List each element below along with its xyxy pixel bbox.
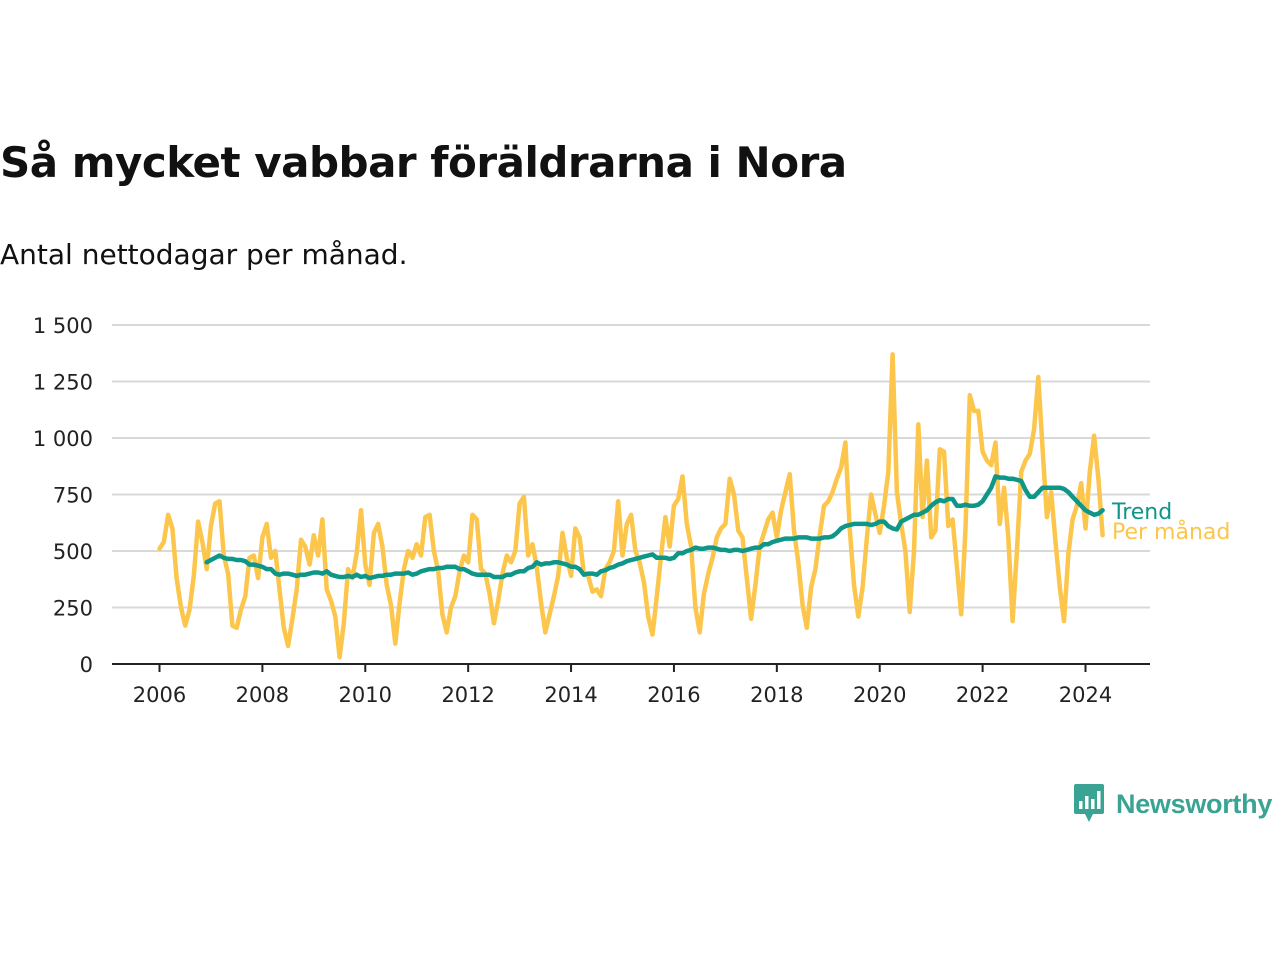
x-tick-label: 2016 — [647, 683, 700, 707]
chart-title: Så mycket vabbar föräldrarna i Nora — [0, 138, 847, 187]
brand-name: Newsworthy — [1116, 788, 1273, 819]
monthly-line — [157, 352, 1105, 660]
series-lines — [157, 352, 1105, 660]
x-axis-ticks: 2006 2008 2010 2012 2014 2016 2018 2020 2022 2024 — [112, 663, 1150, 707]
x-tick-label: 2014 — [544, 683, 597, 707]
x-tick-label: 2008 — [236, 683, 289, 707]
x-tick-label: 2024 — [1059, 683, 1112, 707]
y-tick-label: 1 500 — [33, 314, 93, 338]
y-tick-label: 250 — [53, 597, 93, 621]
newsworthy-logo[interactable]: Newsworthy — [1072, 782, 1272, 826]
x-tick-label: 2020 — [853, 683, 906, 707]
y-axis-ticks: 0 250 500 750 1 000 1 250 1 500 — [33, 314, 93, 677]
y-tick-label: 1 250 — [33, 371, 93, 395]
newsworthy-logo-icon — [1074, 784, 1104, 822]
trend-line — [204, 474, 1105, 581]
series-label-monthly: Per månad — [1112, 519, 1230, 545]
series-label-trend: Trend — [1111, 500, 1172, 525]
x-tick-label: 2018 — [750, 683, 803, 707]
y-tick-label: 1 000 — [33, 427, 93, 451]
y-tick-label: 0 — [80, 653, 93, 677]
x-tick-label: 2012 — [441, 683, 494, 707]
y-tick-label: 750 — [53, 484, 93, 508]
x-tick-label: 2022 — [956, 683, 1009, 707]
gridlines — [112, 324, 1150, 609]
x-tick-label: 2010 — [339, 683, 392, 707]
chart-subtitle: Antal nettodagar per månad. — [0, 238, 408, 271]
y-tick-label: 500 — [53, 540, 93, 564]
x-tick-label: 2006 — [133, 683, 186, 707]
